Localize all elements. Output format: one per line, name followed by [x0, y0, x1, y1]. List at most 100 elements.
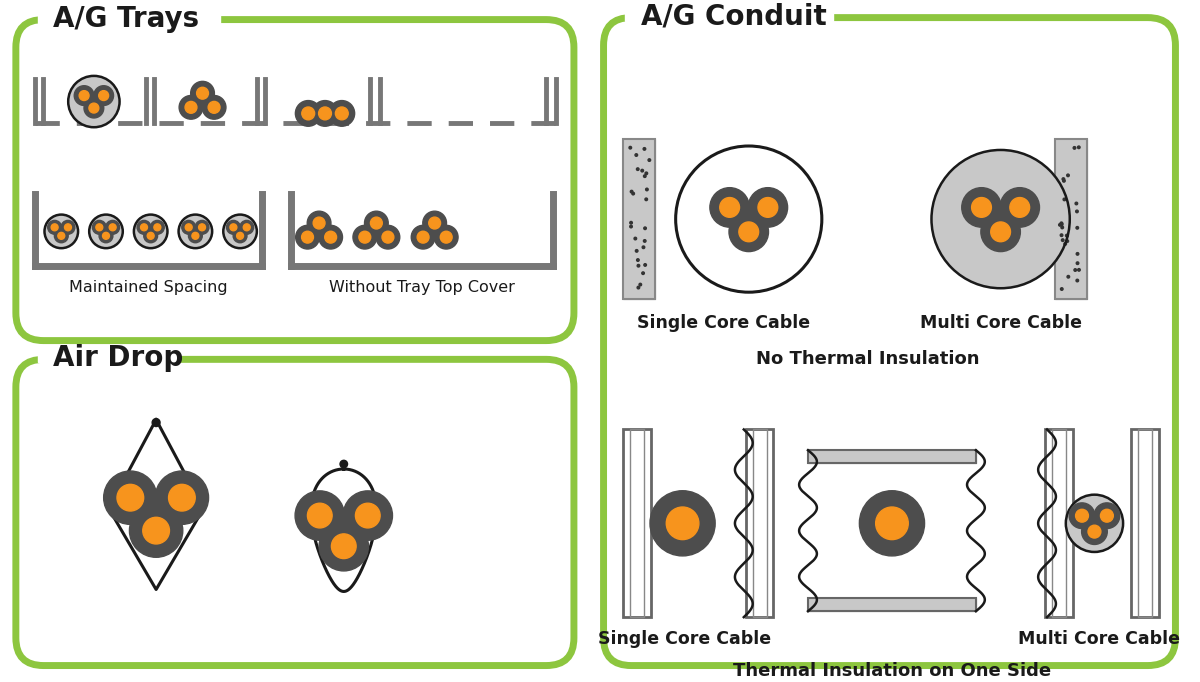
Text: A/G Conduit: A/G Conduit — [641, 3, 827, 31]
Text: Without Tray Top Cover: Without Tray Top Cover — [329, 280, 515, 295]
Circle shape — [100, 229, 113, 243]
Circle shape — [143, 517, 169, 544]
Circle shape — [630, 190, 632, 193]
Circle shape — [440, 231, 452, 243]
Circle shape — [295, 225, 319, 249]
Circle shape — [428, 217, 440, 229]
FancyBboxPatch shape — [604, 18, 1176, 666]
Circle shape — [646, 172, 648, 175]
Bar — [1045, 430, 1073, 617]
Circle shape — [1066, 235, 1068, 237]
Circle shape — [644, 264, 647, 266]
Circle shape — [181, 220, 196, 234]
Circle shape — [191, 81, 215, 105]
Bar — [37, 14, 221, 23]
Text: No Thermal Insulation: No Thermal Insulation — [756, 351, 979, 368]
Circle shape — [1010, 198, 1030, 218]
Circle shape — [185, 224, 192, 231]
Circle shape — [319, 522, 368, 571]
Circle shape — [636, 168, 640, 170]
Bar — [623, 139, 655, 299]
Circle shape — [168, 484, 196, 511]
Circle shape — [382, 231, 394, 243]
Circle shape — [650, 491, 715, 556]
Bar — [752, 430, 767, 617]
Circle shape — [192, 233, 199, 239]
Circle shape — [1058, 224, 1061, 226]
Circle shape — [648, 159, 650, 162]
Text: A/G Trays: A/G Trays — [53, 5, 199, 33]
Circle shape — [48, 220, 61, 234]
Bar — [808, 598, 976, 611]
Circle shape — [152, 419, 160, 426]
Circle shape — [1088, 525, 1100, 538]
Circle shape — [643, 227, 647, 230]
Circle shape — [630, 222, 632, 224]
Circle shape — [980, 212, 1020, 252]
Circle shape — [728, 212, 768, 252]
Circle shape — [179, 95, 203, 119]
Circle shape — [434, 225, 458, 249]
Circle shape — [340, 460, 348, 468]
Circle shape — [1061, 234, 1063, 237]
Circle shape — [876, 507, 908, 539]
Circle shape — [79, 91, 89, 100]
Circle shape — [1076, 252, 1079, 255]
Bar — [623, 430, 650, 617]
Circle shape — [98, 91, 109, 100]
Circle shape — [44, 215, 78, 248]
Circle shape — [643, 239, 646, 242]
Circle shape — [109, 224, 116, 231]
Circle shape — [739, 222, 758, 241]
Bar — [1052, 430, 1066, 617]
Circle shape — [318, 107, 331, 120]
Circle shape — [307, 503, 332, 528]
Circle shape — [676, 146, 822, 292]
Circle shape — [1074, 269, 1076, 271]
Circle shape — [61, 220, 74, 234]
Circle shape — [422, 211, 446, 235]
Circle shape — [1000, 188, 1039, 227]
Circle shape — [307, 211, 331, 235]
Circle shape — [632, 192, 635, 195]
Circle shape — [1094, 503, 1120, 529]
Circle shape — [331, 534, 356, 559]
Circle shape — [1061, 226, 1063, 228]
Circle shape — [58, 233, 65, 239]
Bar — [808, 450, 976, 463]
Circle shape — [84, 98, 103, 118]
Circle shape — [758, 198, 778, 218]
Circle shape — [1061, 223, 1063, 226]
Circle shape — [1076, 279, 1079, 282]
Circle shape — [329, 100, 355, 126]
Circle shape — [1073, 147, 1075, 149]
Circle shape — [236, 233, 244, 239]
Bar — [1055, 139, 1086, 299]
Circle shape — [1100, 509, 1114, 522]
Circle shape — [1063, 179, 1066, 182]
Circle shape — [635, 250, 638, 252]
Circle shape — [295, 491, 344, 540]
Circle shape — [54, 229, 68, 243]
Text: Air Drop: Air Drop — [53, 344, 184, 372]
Circle shape — [96, 224, 103, 231]
Circle shape — [140, 224, 148, 231]
Bar — [808, 598, 976, 611]
Bar — [1045, 430, 1073, 617]
Circle shape — [355, 503, 380, 528]
Circle shape — [634, 237, 637, 240]
Circle shape — [203, 95, 226, 119]
Circle shape — [154, 224, 161, 231]
Circle shape — [343, 491, 392, 540]
Circle shape — [710, 188, 749, 227]
Circle shape — [1062, 239, 1064, 241]
Circle shape — [325, 231, 336, 243]
Bar — [1055, 139, 1086, 299]
Bar — [625, 13, 833, 20]
Circle shape — [1078, 269, 1080, 271]
Circle shape — [319, 225, 342, 249]
Circle shape — [1067, 276, 1069, 278]
Circle shape — [635, 153, 637, 156]
Circle shape — [643, 147, 646, 150]
Circle shape — [89, 103, 98, 113]
